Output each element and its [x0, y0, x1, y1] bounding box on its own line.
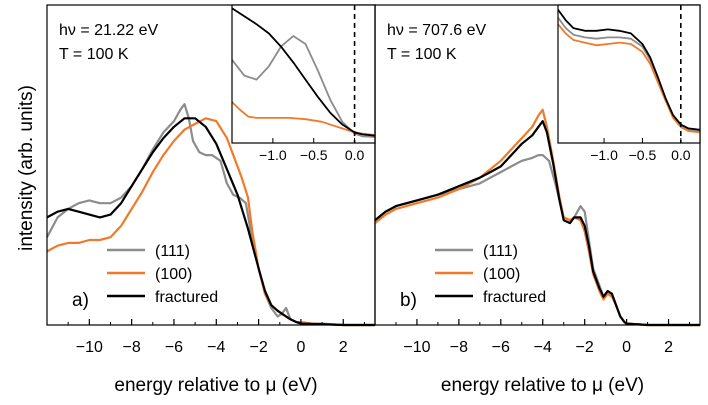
inset-background	[232, 5, 375, 143]
x-tick-label: −4	[207, 339, 225, 356]
x-tick-label: 2	[664, 339, 673, 356]
x-axis-label: energy relative to μ (eV)	[441, 375, 644, 396]
temperature-label: T = 100 K	[387, 46, 457, 63]
x-tick-label: −8	[123, 339, 141, 356]
x-axis-label: energy relative to μ (eV)	[114, 375, 317, 396]
inset-x-tick-label: −1.0	[259, 147, 287, 163]
temperature-label: T = 100 K	[59, 46, 129, 63]
x-tick-label: −8	[450, 339, 468, 356]
legend-label: (100)	[483, 266, 520, 283]
series-line-fractured	[46, 117, 375, 327]
x-tick-label: −10	[76, 339, 103, 356]
x-tick-label: −4	[534, 339, 552, 356]
inset-x-tick-label: 0.0	[345, 147, 365, 163]
series-line-fractured	[374, 120, 700, 327]
series-line-111	[46, 103, 375, 327]
x-tick-label: −6	[165, 339, 183, 356]
photon-energy-label: hν = 707.6 eV	[387, 22, 487, 39]
inset-series-line-fractured	[557, 9, 701, 131]
panel-b: −10 −8 −6 −4 −2 0 2 energy relative to μ (eV) hν…	[374, 4, 701, 396]
plot-frame	[374, 4, 701, 326]
x-tick-label: −10	[403, 339, 430, 356]
x-tick-label: −2	[249, 339, 267, 356]
legend-label: fractured	[155, 289, 218, 306]
inset-x-tick-label: −1.0	[590, 147, 618, 163]
panel-label: a)	[72, 290, 89, 311]
inset-x-tick-label: 0.0	[671, 147, 691, 163]
x-tick-label: 0	[296, 339, 305, 356]
x-tick-label: −2	[576, 339, 594, 356]
photon-energy-label: hν = 21.22 eV	[59, 22, 159, 39]
legend-label: fractured	[483, 289, 546, 306]
x-tick-label: 2	[339, 339, 348, 356]
legend-label: (111)	[483, 243, 518, 260]
inset-x-tick-label: −0.5	[300, 147, 328, 163]
legend-label: (111)	[155, 243, 190, 260]
panel-label: b)	[400, 290, 417, 311]
inset-series-line-100	[557, 23, 701, 134]
x-tick-label: 0	[622, 339, 631, 356]
inset-frame	[557, 4, 701, 144]
panel-a: −10 −8 −6 −4 −2 0 2 energy relative to μ (eV) hν…	[46, 4, 376, 396]
legend-label: (100)	[155, 266, 192, 283]
inset-x-tick-label: −0.5	[629, 147, 657, 163]
x-tick-label: −6	[492, 339, 510, 356]
y-axis-label: intensity (arb. units)	[16, 85, 37, 251]
